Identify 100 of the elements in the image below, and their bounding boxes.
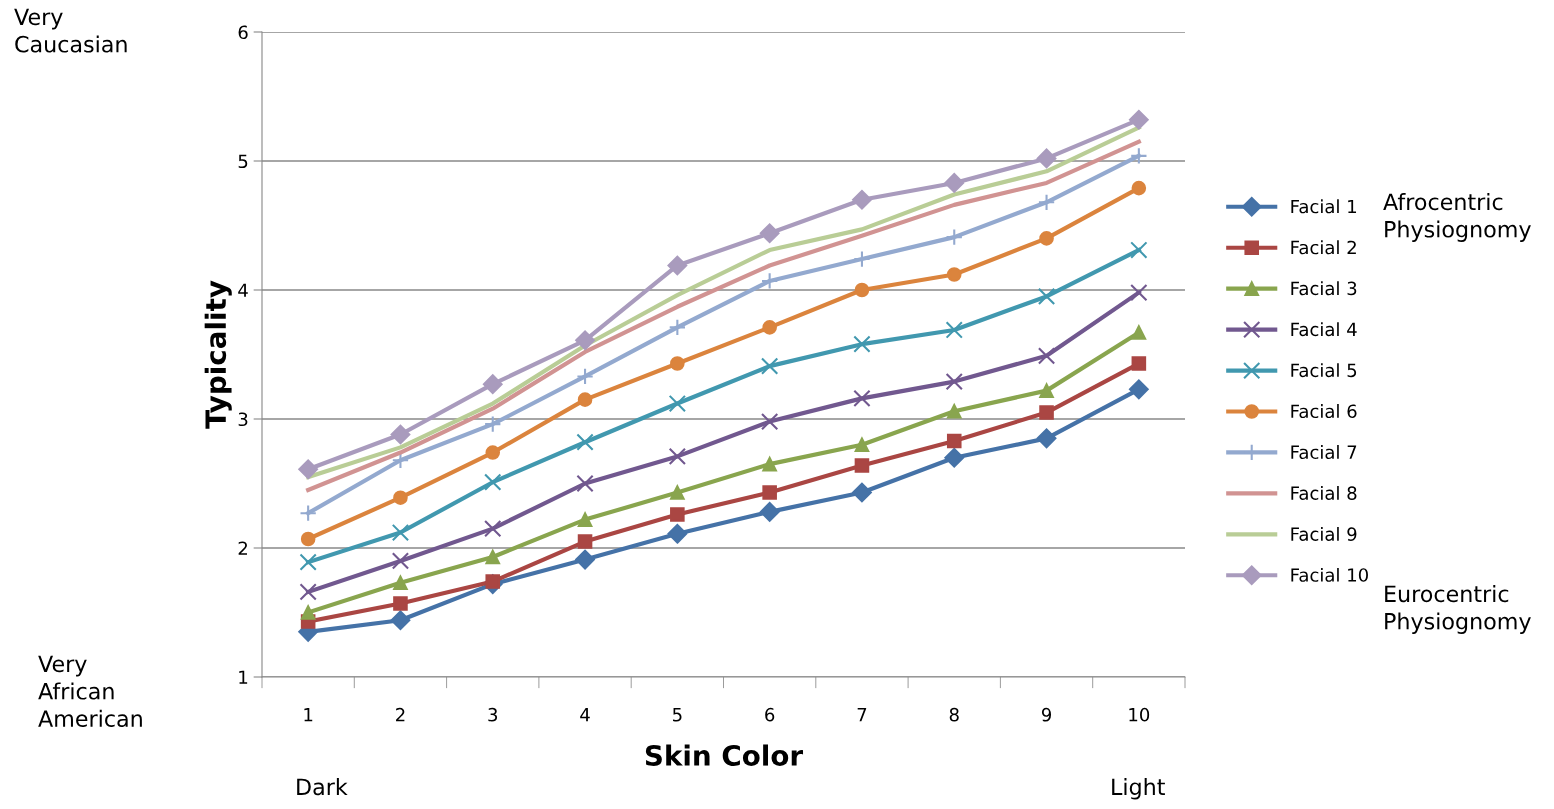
point (667, 255, 688, 276)
point (760, 412, 779, 431)
point (668, 447, 687, 466)
x-tick-label: 4 (580, 708, 590, 722)
point (393, 596, 408, 611)
legend-label: Facial 4 (1291, 322, 1357, 337)
text: Dark (297, 778, 348, 796)
point (1128, 109, 1149, 130)
point (577, 534, 593, 549)
point (854, 458, 870, 473)
point (1037, 347, 1056, 365)
legend-label: Facial 2 (1291, 240, 1356, 255)
x-tick-label: 1 (304, 708, 313, 722)
text: Very Caucasian (14, 8, 127, 53)
point (1131, 356, 1147, 371)
x-tick-label: 3 (488, 707, 498, 722)
y-axis-title: Typicality (204, 280, 232, 429)
legend-label: Facial 1 (1291, 199, 1357, 214)
point (575, 330, 595, 351)
point (670, 485, 685, 500)
point (1039, 405, 1054, 420)
point (1037, 287, 1056, 306)
point (852, 189, 872, 210)
point (853, 335, 871, 353)
text: Very African American (38, 655, 142, 728)
legend-label: Facial 9 (1291, 526, 1357, 541)
point (390, 610, 411, 631)
point (576, 367, 594, 386)
point (762, 485, 777, 500)
point (298, 459, 319, 480)
point (762, 320, 777, 335)
y-tick-label: 3 (238, 412, 248, 427)
point (299, 553, 317, 571)
point (1131, 180, 1147, 196)
point (1039, 231, 1054, 246)
point (484, 519, 502, 538)
x-axis-title: Skin Color (645, 744, 804, 766)
point (946, 267, 962, 282)
point (300, 531, 316, 547)
point (391, 552, 410, 570)
point (576, 433, 594, 451)
point (577, 392, 593, 407)
point (1036, 428, 1057, 449)
x-tick-label: 8 (949, 707, 959, 722)
point (390, 424, 411, 445)
point (393, 490, 408, 505)
point (485, 549, 501, 565)
point (1130, 241, 1148, 259)
point (946, 403, 962, 419)
x-tick-label: 10 (1129, 707, 1150, 722)
legend-label: Facial 10 (1291, 567, 1368, 582)
point (484, 415, 502, 433)
point (482, 374, 503, 395)
legend-label: Facial 5 (1291, 363, 1357, 378)
point (391, 523, 410, 542)
point (393, 575, 408, 591)
x-tick-label: 9 (1041, 707, 1052, 722)
y-tick-label: 2 (238, 541, 247, 555)
point (946, 433, 962, 449)
point (1036, 148, 1057, 169)
point (670, 507, 685, 522)
legend-label: Facial 3 (1291, 281, 1357, 296)
point (853, 389, 871, 408)
point (1130, 283, 1148, 302)
point (944, 173, 965, 193)
point (299, 583, 317, 601)
x-tick-label: 2 (396, 707, 405, 722)
legend-label: Facial 7 (1291, 445, 1357, 460)
point (760, 357, 779, 375)
point (759, 502, 780, 522)
point (485, 445, 501, 460)
point (760, 272, 779, 290)
point (576, 474, 594, 493)
point (762, 456, 777, 472)
point (854, 437, 870, 453)
point (759, 223, 780, 244)
text: Light (1112, 778, 1165, 800)
point (1128, 379, 1149, 400)
legend-label: Facial 6 (1291, 404, 1357, 419)
x-tick-label: 5 (673, 708, 682, 722)
point (484, 473, 502, 491)
point (668, 318, 687, 337)
point (299, 504, 317, 522)
point (944, 447, 965, 468)
y-tick-label: 6 (238, 25, 248, 40)
point (670, 356, 685, 371)
point (1131, 325, 1147, 340)
text: Eurocentric Physiognomy (1385, 585, 1531, 634)
y-tick-label: 4 (238, 283, 248, 297)
x-tick-label: 7 (857, 708, 867, 722)
x-tick-label: 6 (765, 707, 775, 722)
point (945, 372, 963, 391)
point (1130, 147, 1148, 165)
y-tick-label: 1 (239, 670, 248, 684)
point (854, 282, 870, 298)
point (1039, 383, 1054, 398)
y-tick-label: 5 (238, 154, 248, 169)
text: Afrocentric Physiognomy (1383, 193, 1531, 242)
legend-label: Facial 8 (1291, 485, 1357, 500)
point (945, 228, 963, 246)
